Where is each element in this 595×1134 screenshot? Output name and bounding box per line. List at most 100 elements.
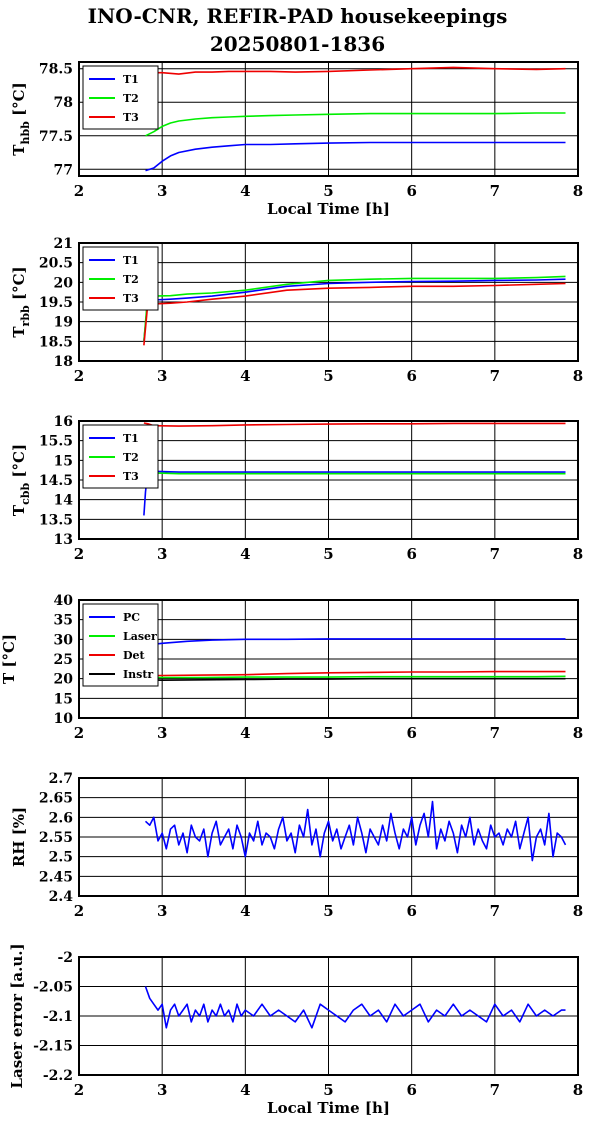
series-line-t1: [143, 469, 566, 516]
x-tick-label: 8: [573, 724, 583, 742]
plot-frame: [78, 777, 579, 897]
legend-label: T2: [123, 451, 139, 464]
x-tick-label: 5: [323, 902, 333, 920]
x-tick-label: 7: [490, 545, 500, 563]
x-tick-label: 4: [240, 724, 250, 742]
legend-label: Instr: [123, 668, 153, 681]
y-axis-label-main: T: [10, 144, 28, 156]
series-line-instr: [145, 677, 566, 682]
y-tick-label: 13.5: [39, 512, 73, 528]
x-tick-label: 2: [74, 902, 84, 920]
y-axis-label-main: T: [10, 504, 28, 516]
series-line-t1: [143, 278, 566, 342]
legend-label: PC: [123, 611, 140, 624]
x-tick-label: 7: [490, 367, 500, 385]
y-tick-label: 16: [54, 414, 73, 430]
legend-label: T2: [123, 92, 139, 105]
x-tick-label: 3: [157, 182, 167, 200]
panel-5: 2.4 2.45 2.5 2.55 2.6 2.65 2.7 2 3 4 5 6 7 8 RH [%]: [10, 771, 583, 920]
y-axis-label: Laser error [a.u.]: [8, 943, 26, 1088]
series-line-t2: [143, 275, 566, 342]
y-tick-label: 19: [54, 315, 73, 331]
y-axis-label-main: T [°C]: [0, 634, 18, 684]
y-tick-label: 25: [54, 652, 73, 668]
y-axis-label-subscript: rbb: [19, 305, 32, 326]
y-tick-label: 2.5: [49, 850, 73, 866]
series-line-data: [144, 986, 566, 1029]
x-tick-label: 4: [240, 1081, 250, 1099]
y-tick-label: 19.5: [39, 295, 73, 311]
panel-2: 18 18.5 19 19.5 20 20.5 21 2 3 4 5 6 7 8 T1 T2 T3 Trbb [°…: [10, 236, 583, 385]
plot-frame: [78, 242, 579, 362]
x-tick-label: 2: [74, 1081, 84, 1099]
x-tick-label: 7: [490, 182, 500, 200]
y-tick-label: 78.5: [39, 62, 73, 78]
x-axis-label: Local Time [h]: [267, 1099, 390, 1117]
y-tick-label: 2.55: [39, 830, 73, 846]
legend-label: T3: [123, 470, 139, 483]
y-tick-label: 21: [54, 236, 73, 252]
series-line-t1: [145, 141, 566, 172]
y-axis-label-main: RH [%]: [10, 807, 28, 867]
series-line-t2: [145, 112, 566, 137]
legend-label: Det: [123, 649, 146, 662]
y-tick-label: 10: [54, 711, 74, 727]
legend-label: T3: [123, 111, 139, 124]
panel-6: -2.2 -2.15 -2.1 -2.05 -2 2 3 4 5 6 7 8 Laser error […: [8, 943, 583, 1117]
y-axis-label-unit: [°C]: [10, 266, 28, 305]
panel-4: 10 15 20 25 30 35 40 2 3 4 5 6 7 8 PC Laser Det Instr T [°…: [0, 593, 583, 742]
x-tick-label: 5: [323, 724, 333, 742]
y-tick-label: 20.5: [39, 256, 73, 272]
x-tick-label: 3: [157, 545, 167, 563]
y-tick-label: 2.7: [49, 771, 73, 787]
y-tick-label: 35: [54, 613, 73, 629]
y-tick-label: 2.6: [49, 810, 73, 826]
y-tick-label: 30: [54, 632, 74, 648]
y-axis-label-unit: [°C]: [10, 444, 28, 483]
legend-label: T1: [123, 254, 139, 267]
y-tick-label: 20: [54, 275, 74, 291]
x-tick-label: 4: [240, 902, 250, 920]
x-tick-label: 7: [490, 724, 500, 742]
x-tick-label: 4: [240, 545, 250, 563]
series-line-t3: [145, 66, 566, 75]
x-tick-label: 7: [490, 1081, 500, 1099]
plot-frame: [78, 956, 579, 1076]
x-tick-label: 6: [406, 902, 416, 920]
x-tick-label: 8: [573, 1081, 583, 1099]
x-tick-label: 2: [74, 367, 84, 385]
y-tick-label: -2.2: [43, 1068, 73, 1084]
y-axis-label: T [°C]: [0, 634, 18, 684]
y-tick-label: 2.45: [39, 869, 73, 885]
chart-title-line2: 20250801-1836: [209, 32, 386, 56]
y-tick-label: 18.5: [39, 334, 73, 350]
y-axis-label: Tcbb [°C]: [10, 444, 32, 516]
y-tick-label: -2.05: [33, 980, 73, 996]
y-tick-label: 40: [54, 593, 74, 609]
y-axis-label-main: Laser error [a.u.]: [8, 943, 26, 1088]
y-axis-label-unit: [°C]: [10, 82, 28, 121]
plot-frame: [78, 420, 579, 540]
legend-label: T1: [123, 73, 139, 86]
y-axis-label-main: T: [10, 326, 28, 338]
x-tick-label: 5: [323, 1081, 333, 1099]
x-tick-label: 5: [323, 545, 333, 563]
x-tick-label: 5: [323, 182, 333, 200]
legend-label: T2: [123, 273, 139, 286]
x-tick-label: 8: [573, 182, 583, 200]
x-tick-label: 3: [157, 1081, 167, 1099]
y-tick-label: -2.1: [43, 1009, 73, 1025]
x-tick-label: 3: [157, 367, 167, 385]
series-line-det: [145, 670, 566, 677]
x-tick-label: 8: [573, 367, 583, 385]
legend-label: T3: [123, 292, 139, 305]
x-tick-label: 6: [406, 545, 416, 563]
panel-3: 13 13.5 14 14.5 15 15.5 16 2 3 4 5 6 7 8 T1 T2 T3 Tcbb [°…: [10, 414, 583, 563]
x-tick-label: 4: [240, 367, 250, 385]
chart-title-line1: INO-CNR, REFIR-PAD housekeepings: [87, 4, 508, 28]
x-tick-label: 6: [406, 182, 416, 200]
y-tick-label: 13: [54, 532, 73, 548]
plot-frame: [78, 61, 579, 177]
x-tick-label: 6: [406, 1081, 416, 1099]
